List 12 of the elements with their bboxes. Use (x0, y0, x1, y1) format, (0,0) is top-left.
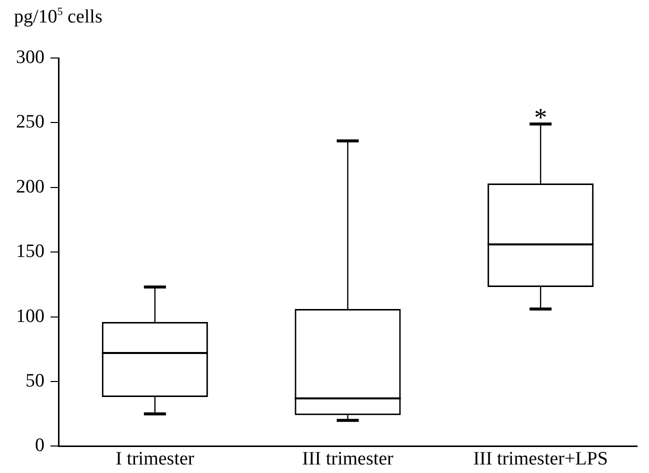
y-tick-label: 100 (16, 306, 44, 327)
x-tick-label: III trimester (302, 448, 394, 470)
y-tick-label: 200 (16, 176, 44, 198)
x-tick-label: I trimester (116, 448, 195, 470)
y-tick-label: 50 (26, 370, 44, 392)
y-axis-title: pg/10$^{5}$ cells (14, 6, 102, 28)
y-tick-label: 150 (16, 241, 44, 262)
y-tick-label: 250 (16, 112, 44, 133)
annotation: * (534, 102, 548, 132)
x-tick-label: III trimester+LPS (473, 448, 608, 470)
y-tick-label: 0 (35, 435, 44, 456)
y-tick-label: 300 (16, 46, 44, 68)
